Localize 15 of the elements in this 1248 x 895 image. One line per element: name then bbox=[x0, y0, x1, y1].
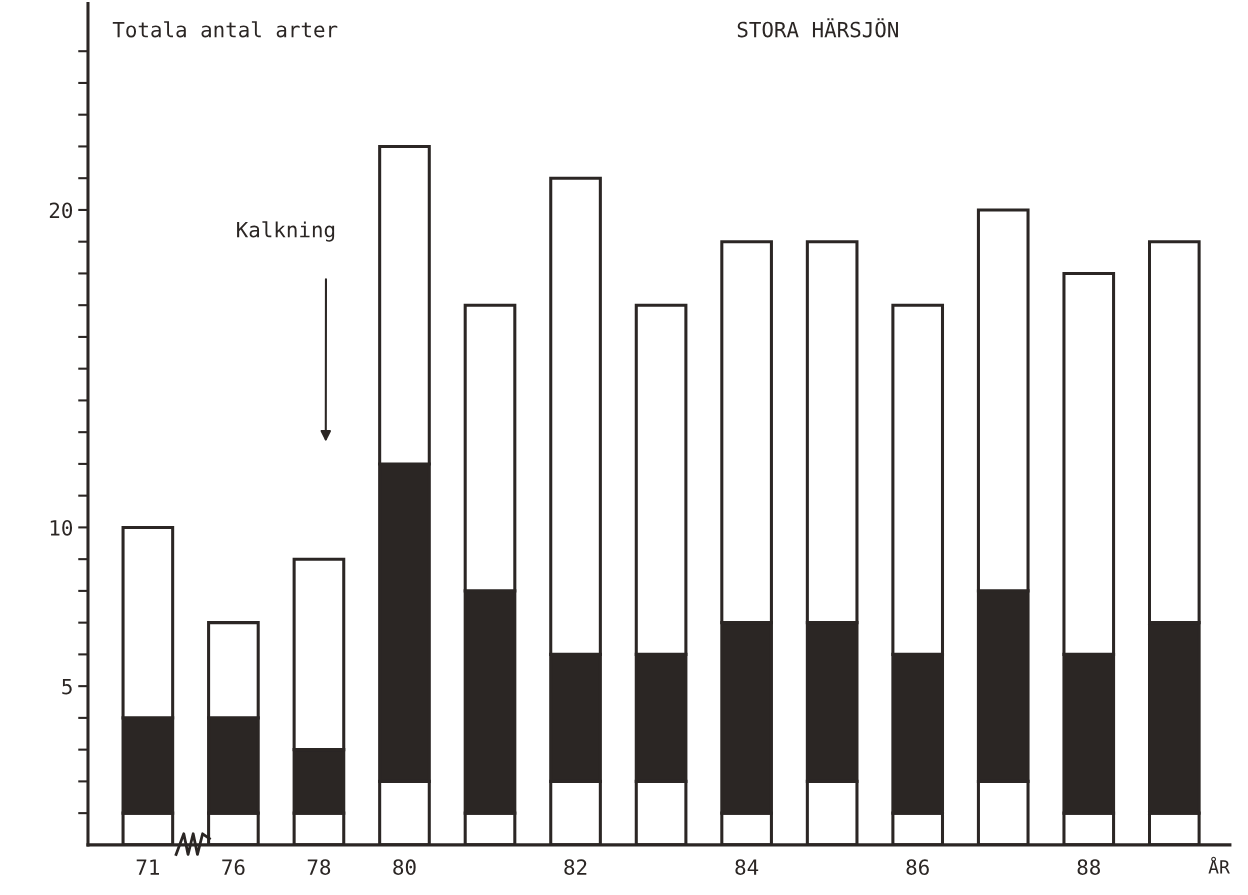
x-tick-label: 82 bbox=[564, 859, 587, 876]
x-tick-label: 71 bbox=[136, 859, 159, 875]
x-tick-label: 76 bbox=[222, 859, 245, 876]
text: Totala antal arter bbox=[112, 21, 338, 38]
y-tick-label: 10 bbox=[50, 519, 73, 536]
x-tick-label: 80 bbox=[393, 859, 416, 876]
annotation: Kalkning bbox=[237, 221, 335, 242]
x-tick-label: 84 bbox=[735, 859, 759, 876]
x-tick-label: 78 bbox=[307, 859, 331, 876]
text: STORA HÄRSJÖN bbox=[737, 18, 898, 38]
x-tick-label: 86 bbox=[906, 859, 929, 876]
x-axis-title: ÅR bbox=[1208, 856, 1230, 874]
y-tick-label: 20 bbox=[49, 202, 73, 219]
x-tick-label: 88 bbox=[1077, 859, 1100, 876]
y-tick-label: 5 bbox=[62, 678, 72, 695]
